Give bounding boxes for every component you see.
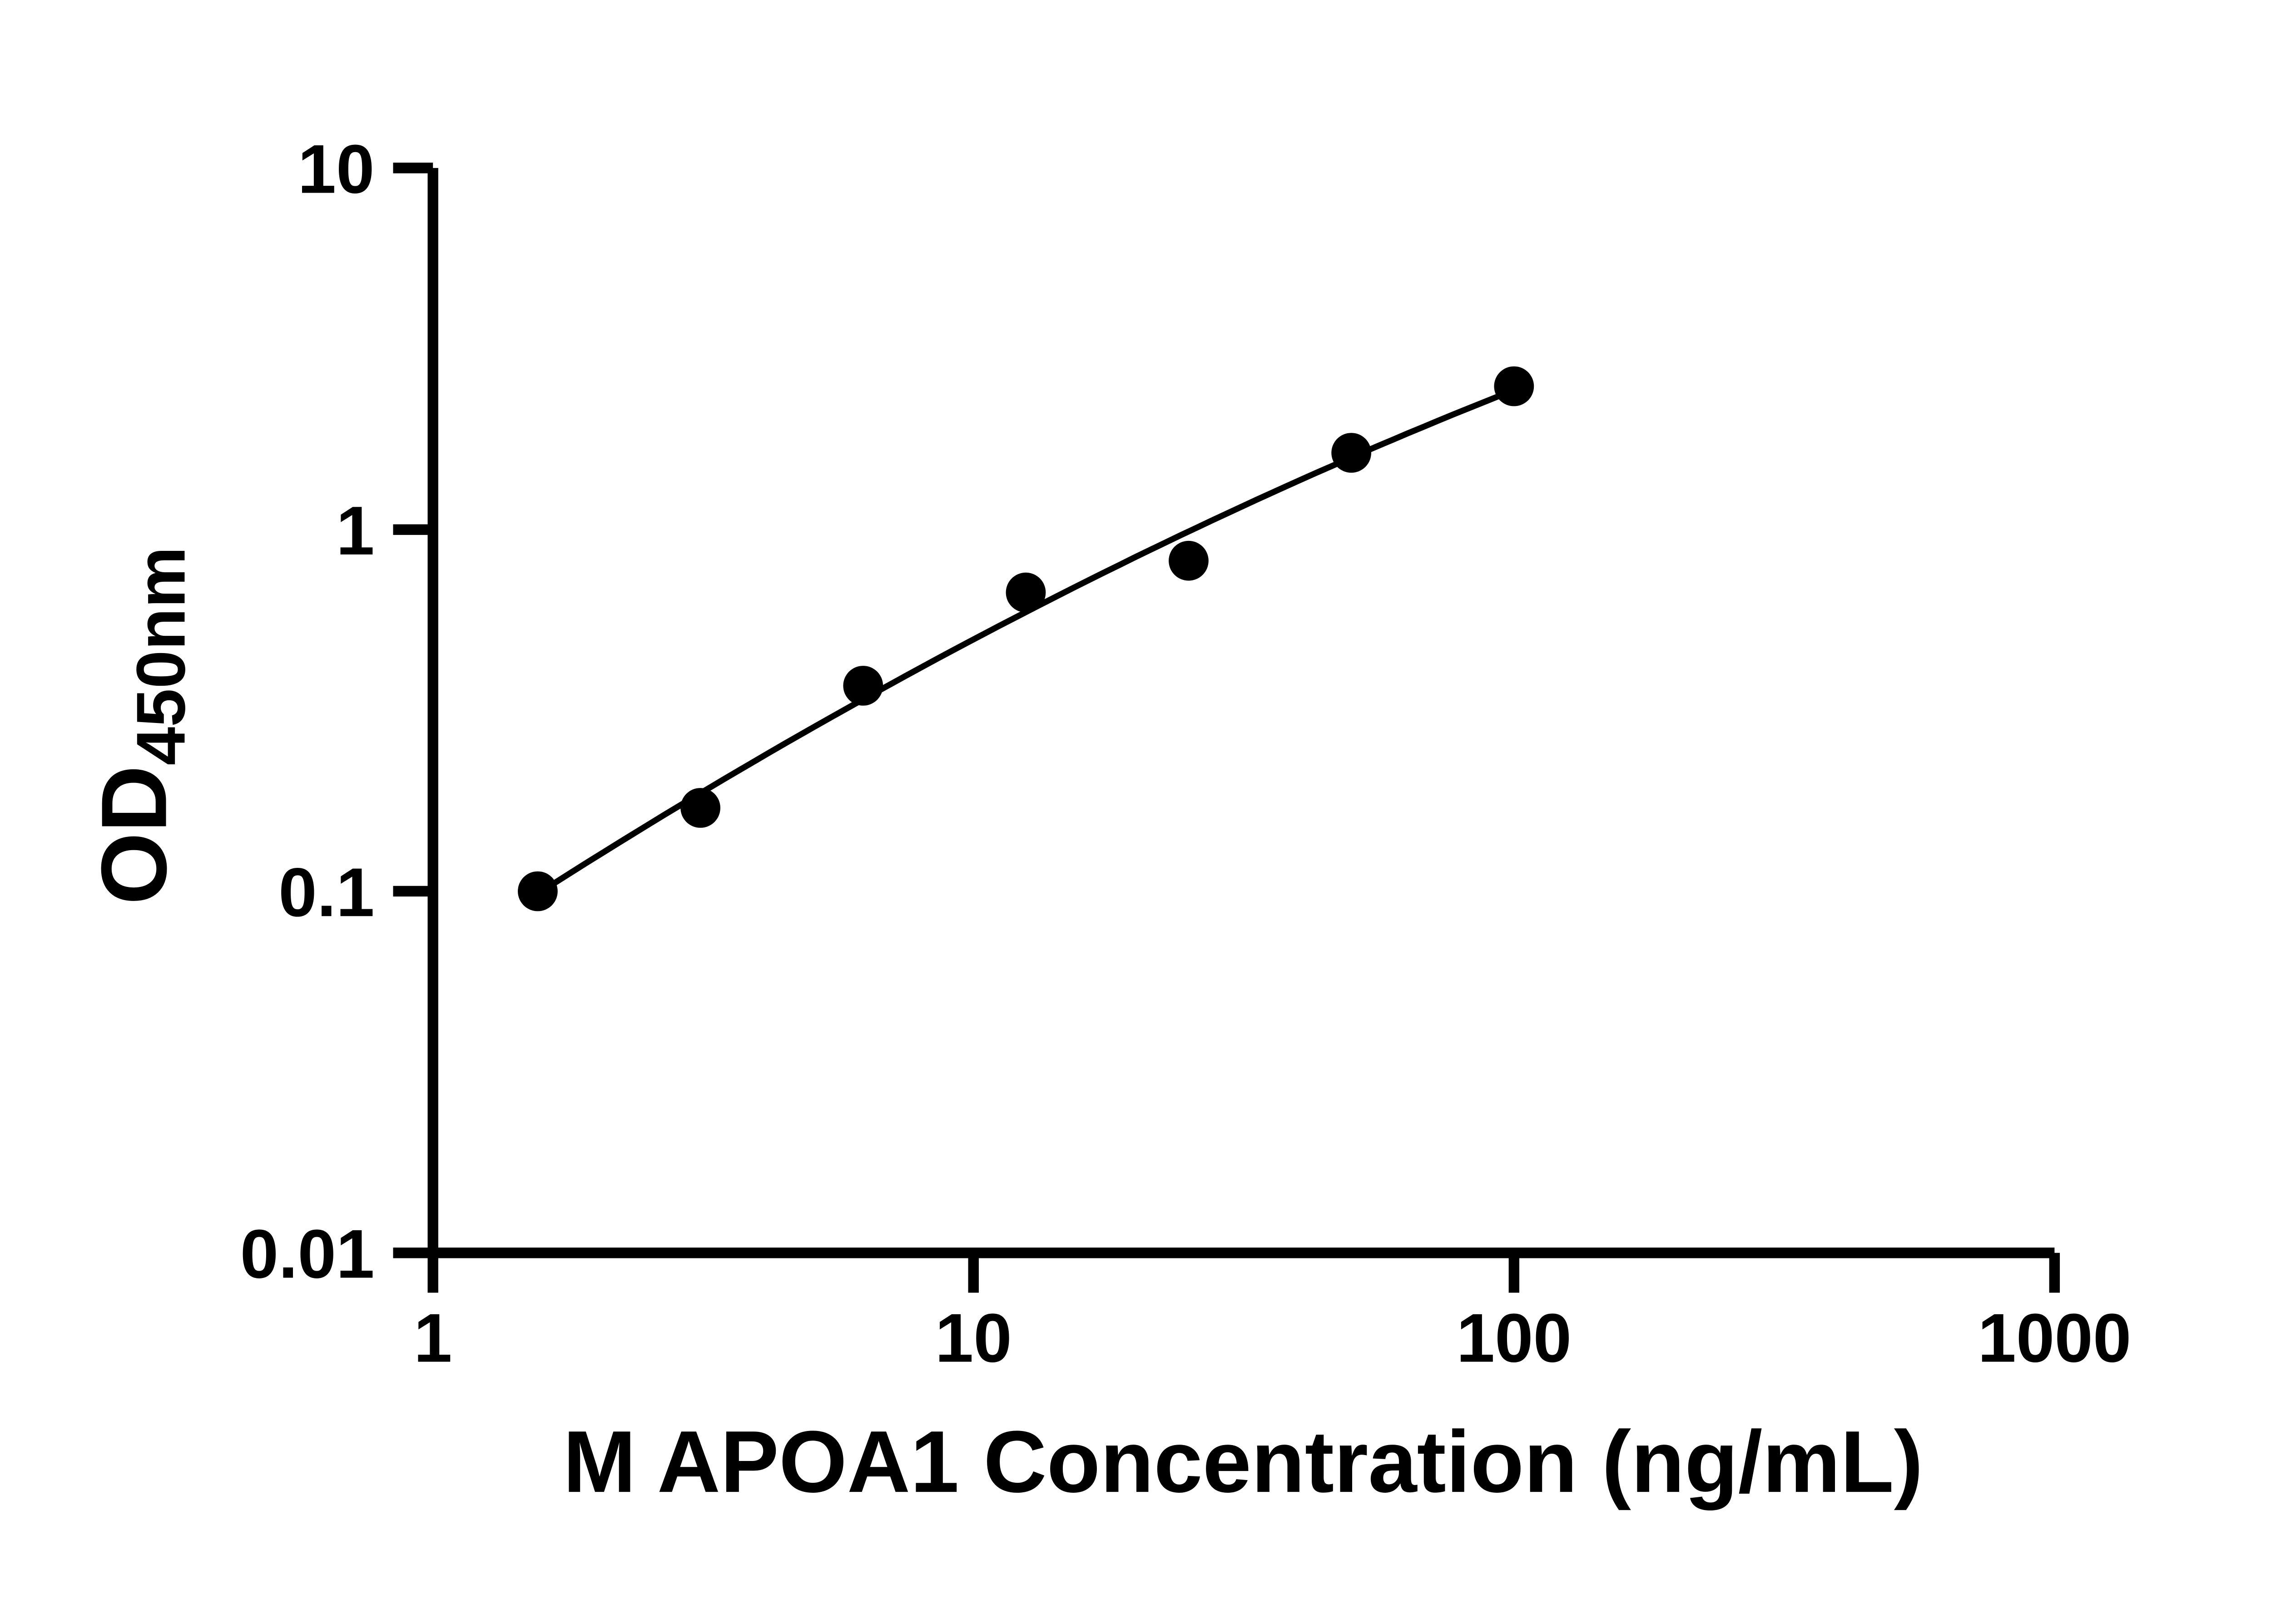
y-axis-title-subscript: 450nm xyxy=(122,547,199,766)
data-point xyxy=(1494,366,1534,406)
x-tick-label: 1 xyxy=(414,1300,452,1377)
data-point xyxy=(843,666,883,706)
y-tick-label: 10 xyxy=(298,131,374,208)
data-point xyxy=(518,871,558,911)
data-point xyxy=(680,788,720,828)
x-tick-label: 100 xyxy=(1456,1300,1572,1377)
y-axis-title: OD450nm xyxy=(82,547,199,905)
x-axis-title: M APOA1 Concentration (ng/mL) xyxy=(563,1412,1924,1510)
axes: 1 10 100 1000 0.01 0.1 1 10 xyxy=(240,131,2132,1377)
data-point xyxy=(1006,572,1046,613)
y-tick-label: 0.01 xyxy=(240,1215,375,1292)
y-tick-label: 1 xyxy=(336,492,375,569)
data-point xyxy=(1169,540,1209,581)
data-point xyxy=(1331,433,1372,473)
plot-area xyxy=(518,366,1534,911)
y-axis-title-main: OD xyxy=(82,765,186,905)
x-tick-label: 10 xyxy=(935,1300,1012,1377)
x-tick-label: 1000 xyxy=(1978,1300,2131,1377)
y-tick-label: 0.1 xyxy=(278,854,374,931)
